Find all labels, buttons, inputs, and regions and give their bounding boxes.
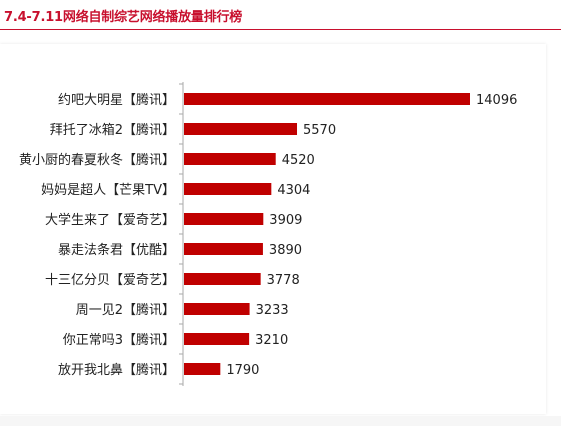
category-label: 拜托了冰箱2【腾讯】 xyxy=(50,122,175,138)
data-label: 4304 xyxy=(277,183,310,198)
page-bottom-strip xyxy=(0,416,561,426)
bar xyxy=(184,153,276,165)
header-bar: 7.4-7.11网络自制综艺网络播放量排行榜 xyxy=(0,0,561,30)
bar xyxy=(184,213,264,225)
data-label: 3778 xyxy=(267,273,300,288)
category-label: 十三亿分贝【爱奇艺】 xyxy=(45,272,175,288)
page-title: 7.4-7.11网络自制综艺网络播放量排行榜 xyxy=(4,10,243,25)
data-label: 3890 xyxy=(269,243,302,258)
data-label: 3233 xyxy=(256,303,289,318)
data-label: 5570 xyxy=(303,123,336,138)
bar xyxy=(184,123,298,135)
bar xyxy=(184,303,250,315)
category-label: 暴走法条君【优酷】 xyxy=(58,242,175,258)
bar xyxy=(184,273,261,285)
category-label: 周一见2【腾讯】 xyxy=(76,302,175,318)
category-label: 妈妈是超人【芒果TV】 xyxy=(41,182,175,198)
bar-chart: 约吧大明星【腾讯】 14096 拜托了冰箱2【腾讯】 5570 黄小厨的春夏秋冬【腾讯】… xyxy=(19,82,517,386)
data-label: 3909 xyxy=(269,213,302,228)
data-label: 14096 xyxy=(476,93,517,108)
data-label: 3210 xyxy=(255,333,288,348)
bar xyxy=(184,243,263,255)
bar xyxy=(184,183,272,195)
data-label: 1790 xyxy=(226,363,259,378)
bar xyxy=(184,93,470,105)
category-label: 放开我北鼻【腾讯】 xyxy=(58,362,175,378)
bar xyxy=(184,333,250,345)
category-label: 大学生来了【爱奇艺】 xyxy=(45,212,175,228)
category-label: 黄小厨的春夏秋冬【腾讯】 xyxy=(19,152,175,168)
chart-panel: 约吧大明星【腾讯】 14096 拜托了冰箱2【腾讯】 5570 黄小厨的春夏秋冬【腾讯】… xyxy=(0,44,546,414)
bar xyxy=(184,363,221,375)
data-label: 4520 xyxy=(282,153,315,168)
category-label: 你正常吗3【腾讯】 xyxy=(63,332,175,348)
category-label: 约吧大明星【腾讯】 xyxy=(58,92,175,108)
